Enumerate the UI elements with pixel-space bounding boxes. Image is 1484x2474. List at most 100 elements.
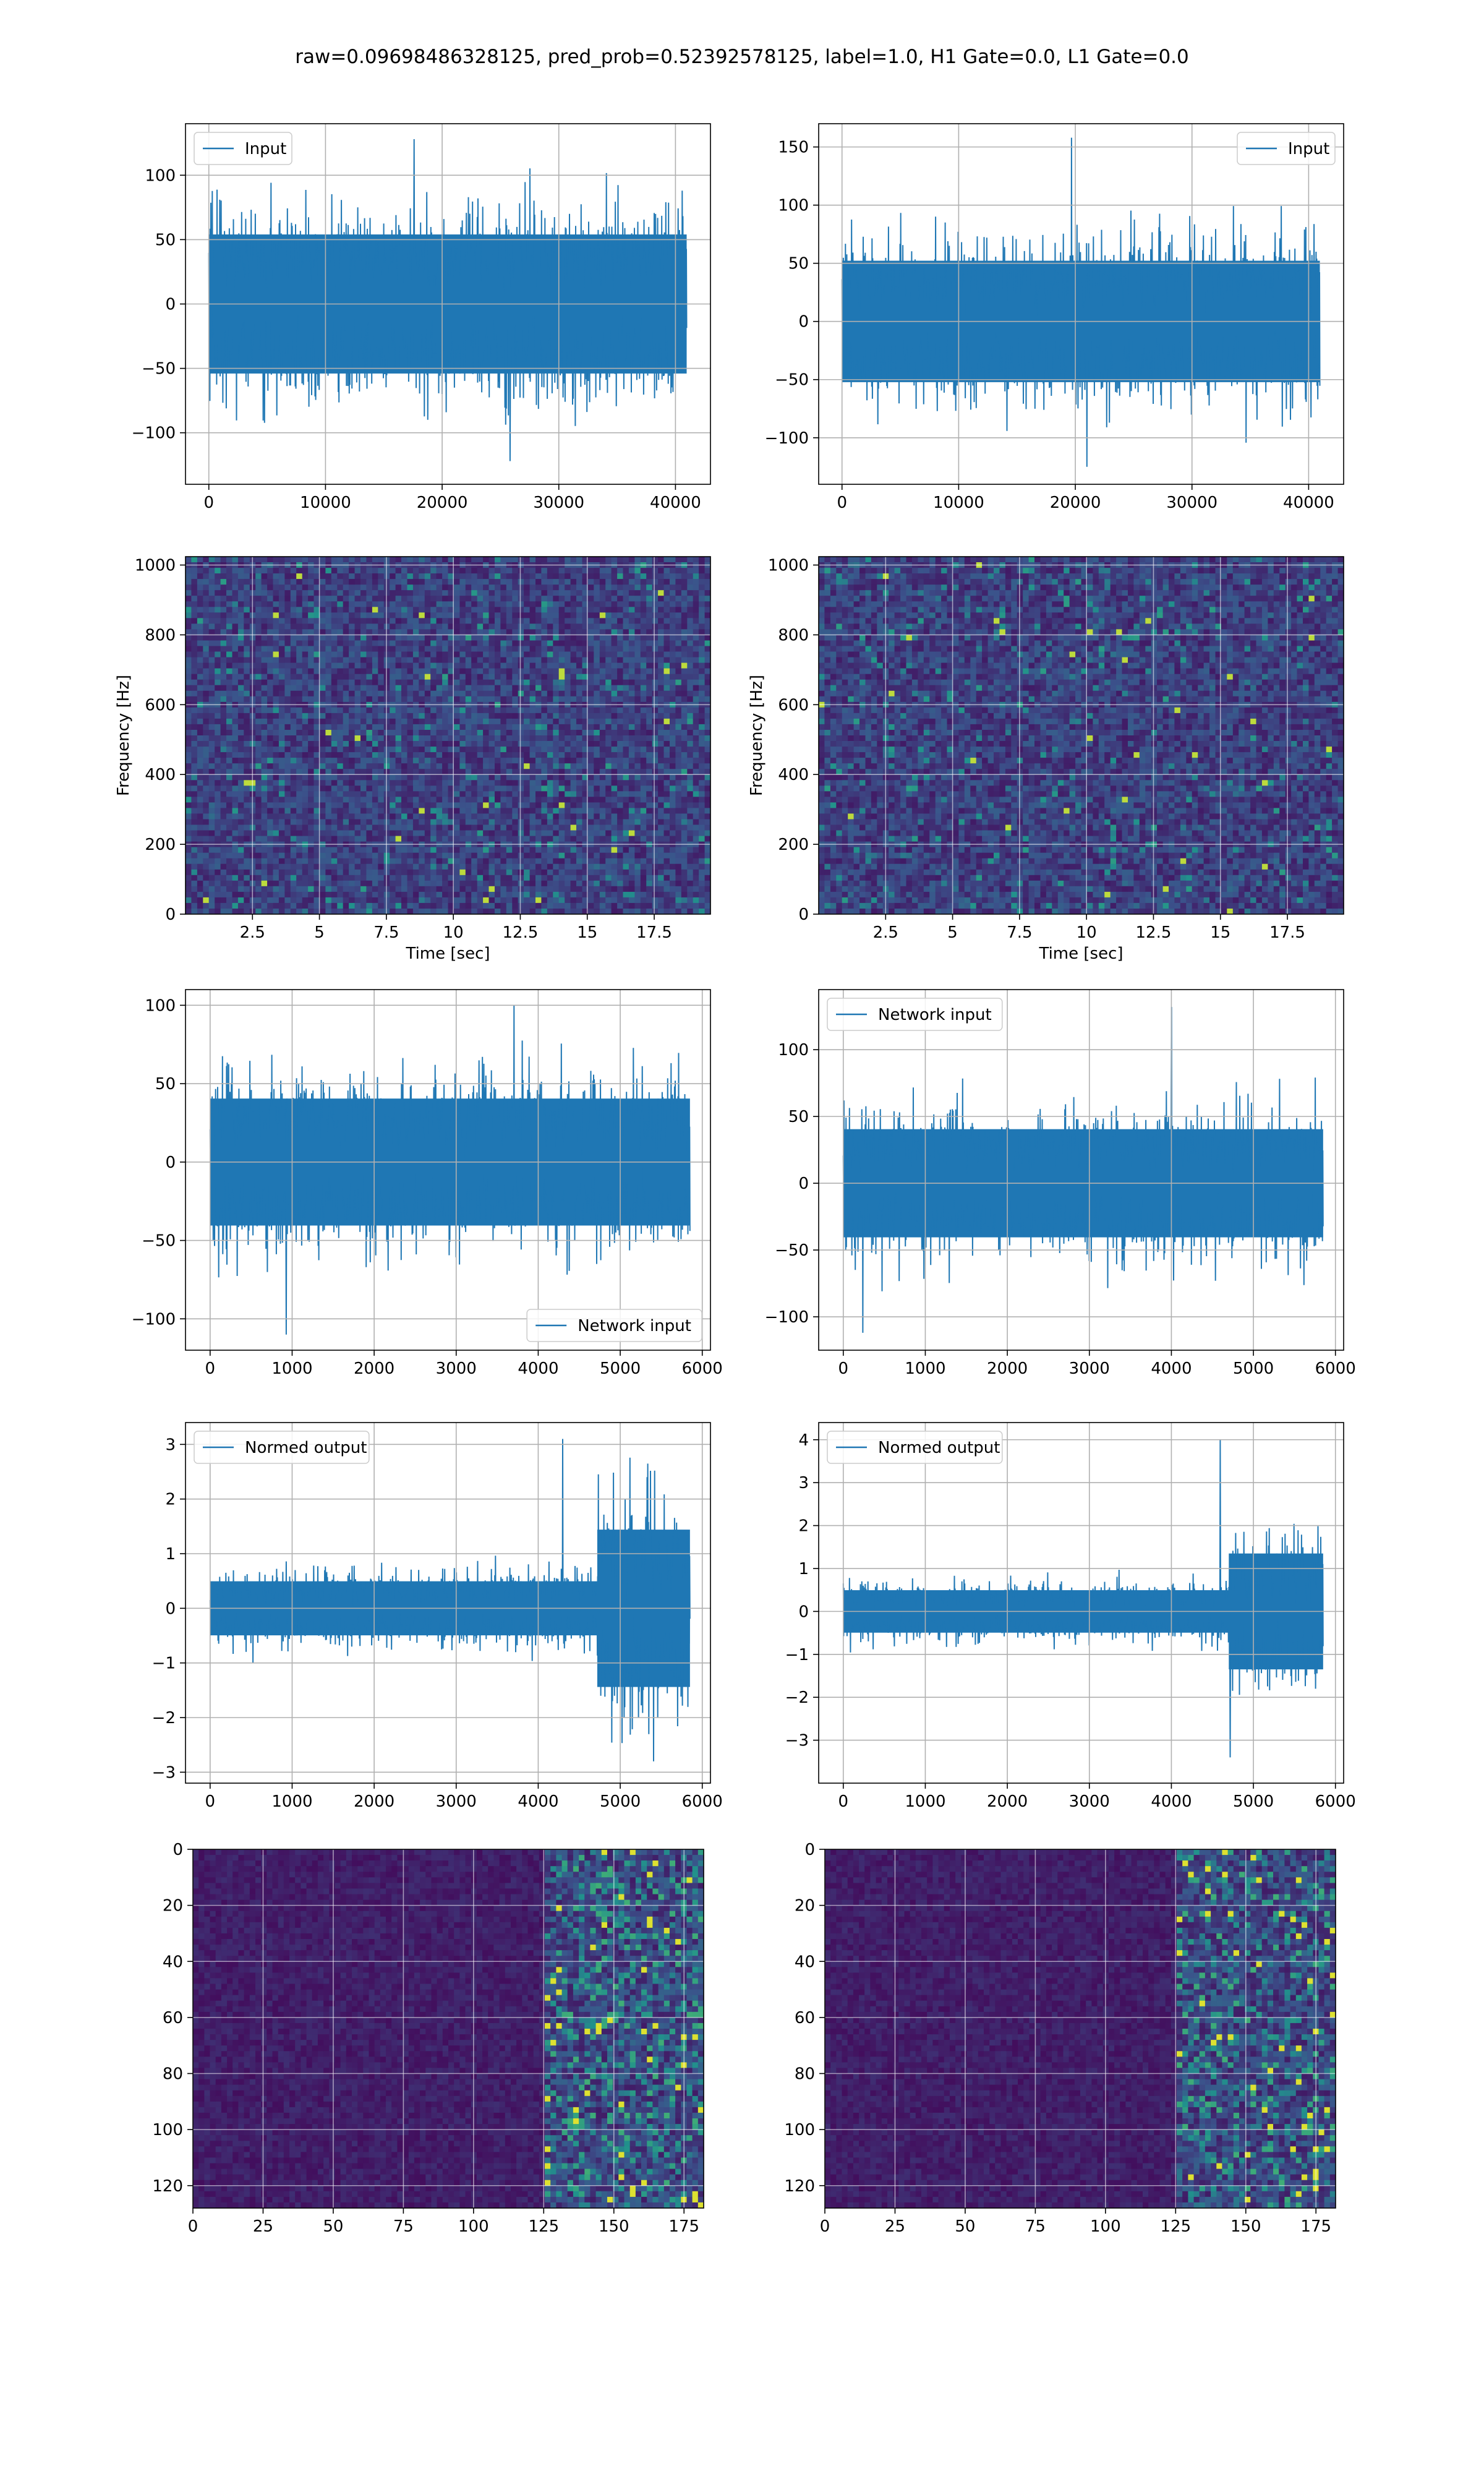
heatmap-cell (186, 730, 192, 736)
heatmap-cell (547, 707, 553, 714)
heatmap-cell (203, 674, 210, 680)
heatmap-cell (430, 724, 437, 730)
heatmap-cell (208, 679, 215, 686)
heatmap-cell (465, 629, 472, 635)
heatmap-cell (237, 640, 244, 647)
heatmap-cell (553, 568, 560, 574)
heatmap-cell (465, 819, 472, 826)
heatmap-cell (226, 557, 232, 563)
heatmap-cell (553, 752, 560, 758)
heatmap-cell (378, 830, 385, 837)
heatmap-cell (349, 824, 356, 831)
heatmap-cell (215, 802, 221, 808)
heatmap-cell (535, 802, 542, 808)
heatmap-cell (208, 724, 215, 730)
heatmap-cell (488, 858, 495, 865)
heatmap-cell (308, 875, 315, 881)
heatmap-cell (296, 880, 303, 887)
heatmap-cell (453, 724, 460, 730)
heatmap-cell (378, 785, 385, 792)
heatmap-cell (395, 808, 402, 814)
heatmap-cell (512, 646, 519, 653)
heatmap-cell (576, 696, 582, 703)
heatmap-cell (453, 747, 460, 753)
heatmap-cell (565, 735, 571, 742)
heatmap-cell (290, 802, 297, 808)
plot-area (186, 557, 710, 914)
heatmap-cell (436, 747, 443, 753)
heatmap-cell (220, 679, 227, 686)
heatmap-cell (302, 618, 309, 624)
heatmap-cell (483, 646, 490, 653)
heatmap-cell (570, 852, 577, 859)
heatmap-cell (459, 791, 466, 797)
heatmap-cell (197, 557, 203, 563)
heatmap-cell (488, 747, 495, 753)
heatmap-cell (599, 758, 606, 764)
heatmap-cell (529, 836, 536, 842)
heatmap-cell (244, 713, 250, 719)
heatmap-cell (186, 629, 192, 635)
heatmap-cell (383, 679, 390, 686)
heatmap-cell (220, 568, 227, 574)
heatmap-cell (244, 685, 250, 691)
heatmap-cell (500, 730, 507, 736)
heatmap-cell (500, 590, 507, 596)
heatmap-cell (587, 646, 594, 653)
heatmap-cell (524, 763, 531, 769)
heatmap-cell (558, 780, 565, 786)
heatmap-cell (628, 730, 635, 736)
heatmap-cell (401, 657, 407, 664)
heatmap-cell (261, 863, 268, 870)
heatmap-cell (267, 662, 274, 669)
heatmap-cell (424, 886, 431, 892)
heatmap-cell (582, 573, 589, 580)
heatmap-cell (436, 863, 443, 870)
heatmap-cell (372, 618, 378, 624)
heatmap-cell (459, 640, 466, 647)
heatmap-cell (378, 858, 385, 865)
heatmap-cell (244, 774, 250, 781)
heatmap-cell (448, 774, 454, 781)
heatmap-cell (576, 758, 582, 764)
heatmap-cell (267, 601, 274, 607)
heatmap-cell (436, 819, 443, 826)
heatmap-cell (465, 679, 472, 686)
heatmap-cell (465, 662, 472, 669)
heatmap-cell (518, 797, 524, 803)
heatmap-cell (261, 897, 268, 904)
heatmap-cell (541, 623, 548, 630)
heatmap-cell (337, 897, 344, 904)
heatmap-cell (325, 668, 332, 675)
heatmap-cell (553, 769, 560, 775)
heatmap-cell (331, 897, 338, 904)
heatmap-cell (617, 674, 624, 680)
heatmap-cell (354, 690, 361, 697)
heatmap-cell (500, 668, 507, 675)
heatmap-cell (395, 836, 402, 842)
heatmap-cell (617, 752, 624, 758)
heatmap-cell (308, 679, 315, 686)
heatmap-cell (296, 557, 303, 563)
heatmap-cell (313, 852, 320, 859)
heatmap-cell (518, 836, 524, 842)
heatmap-cell (273, 612, 279, 618)
heatmap-cell (524, 780, 531, 786)
heatmap-cell (465, 707, 472, 714)
heatmap-cell (412, 836, 419, 842)
heatmap-cell (203, 774, 210, 781)
heatmap-cell (197, 640, 203, 647)
heatmap-cell (477, 780, 484, 786)
heatmap-cell (390, 747, 396, 753)
heatmap-cell (412, 824, 419, 831)
heatmap-cell (535, 724, 542, 730)
heatmap-cell (232, 629, 239, 635)
heatmap-cell (412, 713, 419, 719)
heatmap-cell (237, 596, 244, 602)
heatmap-cell (331, 813, 338, 820)
heatmap-cell (337, 791, 344, 797)
heatmap-cell (558, 858, 565, 865)
heatmap-cell (599, 696, 606, 703)
heatmap-cell (390, 763, 396, 769)
heatmap-cell (191, 696, 198, 703)
